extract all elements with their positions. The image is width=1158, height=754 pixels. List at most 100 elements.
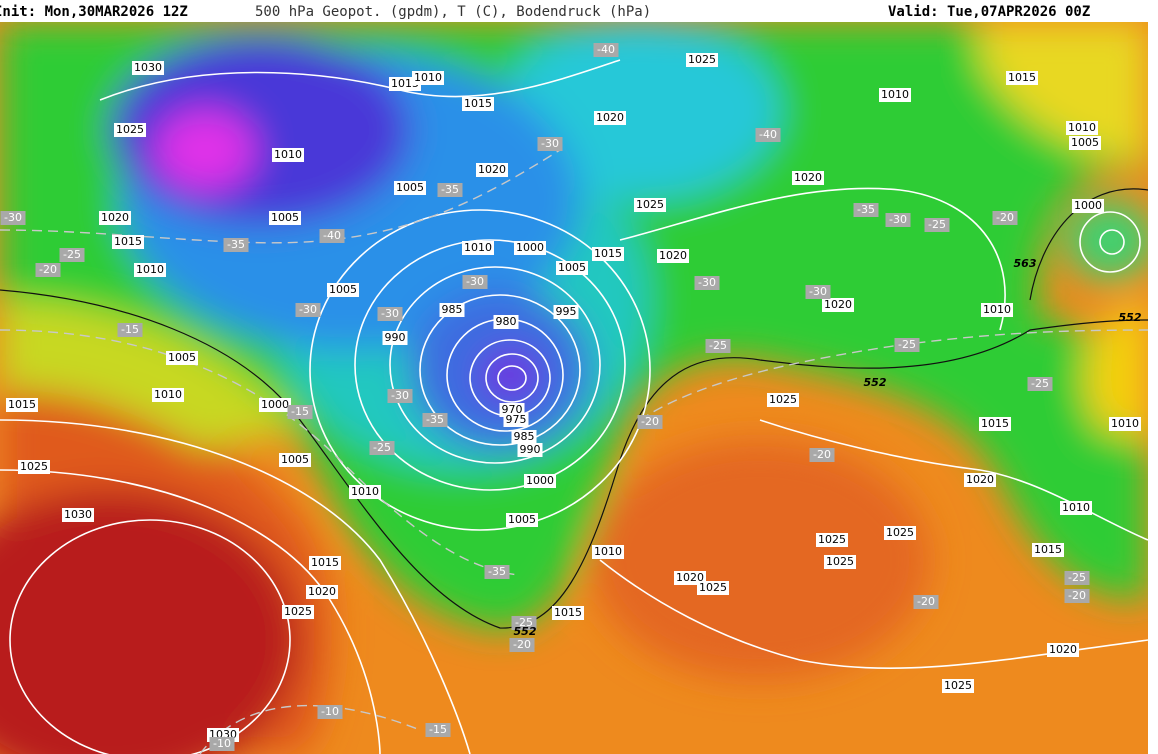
isobar xyxy=(389,266,601,464)
geopotential-label-text: 563 xyxy=(1014,257,1037,270)
pressure-label-box xyxy=(269,211,301,225)
temperature-label-text: -25 xyxy=(709,339,727,352)
temperature-label: -25 xyxy=(705,339,731,353)
pressure-label-box xyxy=(824,555,856,569)
pressure-label-text: 1015 xyxy=(464,97,492,110)
pressure-label-box xyxy=(382,331,408,345)
pressure-label-box xyxy=(879,88,911,102)
temperature-label: -20 xyxy=(509,638,535,652)
pressure-label-box xyxy=(686,53,718,67)
pressure-label-text: 1025 xyxy=(688,53,716,66)
pressure-label-box xyxy=(553,305,579,319)
pressure-label-text: 1010 xyxy=(881,88,909,101)
pressure-label-text: 990 xyxy=(385,331,406,344)
magenta-core xyxy=(155,110,255,190)
temperature-label-box xyxy=(509,638,535,652)
pressure-label-box xyxy=(1047,643,1079,657)
pressure-label-text: 985 xyxy=(514,430,535,443)
temperature-label-box xyxy=(223,238,249,252)
isotherm xyxy=(0,329,521,576)
pressure-label: 1025 xyxy=(114,123,146,137)
temperature-label-box xyxy=(387,389,413,403)
temperature-label: -20 xyxy=(35,263,61,277)
temperature-label: -20 xyxy=(992,211,1018,225)
pressure-label-text: 1015 xyxy=(594,247,622,260)
temperature-label-box xyxy=(885,213,911,227)
pressure-label-text: 1005 xyxy=(558,261,586,274)
temperature-label: -25 xyxy=(924,218,950,232)
pressure-label-box xyxy=(822,298,854,312)
pressure-label-box xyxy=(1032,543,1064,557)
pressure-label-text: 1025 xyxy=(944,679,972,692)
isobar xyxy=(309,209,651,531)
pressure-label: 1025 xyxy=(18,460,50,474)
temperature-label-box xyxy=(705,339,731,353)
temperature-label-box xyxy=(537,137,563,151)
pressure-label: 1005 xyxy=(394,181,426,195)
temperature-label: -25 xyxy=(1064,571,1090,585)
pressure-label-text: 1020 xyxy=(1049,643,1077,656)
pressure-label-box xyxy=(1072,199,1104,213)
temperature-label-text: -35 xyxy=(488,565,506,578)
pressure-label: 1020 xyxy=(306,585,338,599)
pressure-label-box xyxy=(439,303,465,317)
temperature-label-text: -40 xyxy=(759,128,777,141)
pressure-label-text: 1005 xyxy=(396,181,424,194)
pressure-label-box xyxy=(524,474,556,488)
pressure-label-text: 1020 xyxy=(596,111,624,124)
pressure-label-box xyxy=(462,241,494,255)
temperature-label: -25 xyxy=(894,338,920,352)
pressure-label-box xyxy=(99,211,131,225)
pressure-label-box xyxy=(1060,501,1092,515)
temperature-label-text: -25 xyxy=(373,441,391,454)
geopotential-label-text: 552 xyxy=(514,625,537,638)
temperature-label-box xyxy=(317,705,343,719)
pressure-label: 1025 xyxy=(824,555,856,569)
pressure-label: 985 xyxy=(511,430,537,444)
valid-time: Valid: Tue,07APR2026 00Z xyxy=(888,4,1090,20)
temperature-label-box xyxy=(637,415,663,429)
pressure-label-box xyxy=(134,263,166,277)
pressure-label: 1020 xyxy=(1047,643,1079,657)
pressure-label: 1015 xyxy=(309,556,341,570)
pressure-label-box xyxy=(279,453,311,467)
geopotential-label: 552 xyxy=(514,625,537,638)
isobar xyxy=(0,419,471,754)
pressure-label: 1005 xyxy=(556,261,588,275)
isobar xyxy=(419,294,581,446)
temperature-label-text: -15 xyxy=(121,323,139,336)
pressure-label-box xyxy=(816,533,848,547)
right-margin xyxy=(1148,22,1158,754)
pressure-label-text: 1025 xyxy=(284,605,312,618)
temperature-label-text: -20 xyxy=(641,415,659,428)
pressure-label-box xyxy=(62,508,94,522)
pressure-label-text: 1020 xyxy=(478,163,506,176)
pressure-label: 1000 xyxy=(514,241,546,255)
temperature-label-text: -20 xyxy=(917,595,935,608)
temperature-label: -30 xyxy=(0,211,26,225)
pressure-label-box xyxy=(657,249,689,263)
pressure-label-box xyxy=(309,556,341,570)
isobar xyxy=(485,353,539,403)
temperature-label: -15 xyxy=(425,723,451,737)
temperature-label: -30 xyxy=(387,389,413,403)
pressure-label: 1030 xyxy=(62,508,94,522)
pressure-label-text: 980 xyxy=(496,315,517,328)
temperature-label-text: -15 xyxy=(291,405,309,418)
pressure-label-text: 1015 xyxy=(554,606,582,619)
temperature-label: -35 xyxy=(223,238,249,252)
geopotential-label-text: 552 xyxy=(1119,311,1142,324)
temperature-label: -30 xyxy=(805,285,831,299)
pressure-label-text: 1025 xyxy=(826,555,854,568)
temperature-label-text: -25 xyxy=(1031,377,1049,390)
pressure-label: 1015 xyxy=(552,606,584,620)
temperature-label-text: -30 xyxy=(809,285,827,298)
temperature-label-text: -40 xyxy=(323,229,341,242)
temperature-label-box xyxy=(853,203,879,217)
pressure-label-box xyxy=(517,443,543,457)
pressure-label-box xyxy=(349,485,381,499)
pressure-label-text: 1010 xyxy=(983,303,1011,316)
temperature-label: -25 xyxy=(59,248,85,262)
temperature-label: -40 xyxy=(319,229,345,243)
